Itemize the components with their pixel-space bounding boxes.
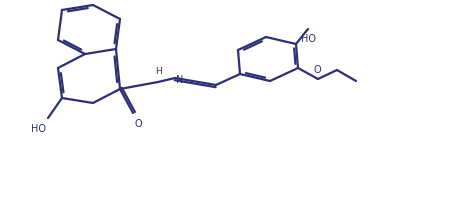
Text: HO: HO xyxy=(301,34,316,44)
Text: HO: HO xyxy=(31,124,46,134)
Text: N: N xyxy=(176,75,183,85)
Text: O: O xyxy=(135,119,142,129)
Text: O: O xyxy=(313,65,320,75)
Text: H: H xyxy=(155,67,162,76)
